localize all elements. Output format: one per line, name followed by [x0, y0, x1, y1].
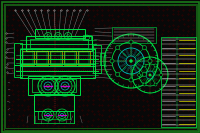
Circle shape — [149, 74, 151, 76]
Circle shape — [116, 46, 120, 50]
Circle shape — [110, 59, 114, 63]
Circle shape — [142, 72, 146, 76]
Circle shape — [138, 74, 140, 76]
Circle shape — [154, 64, 157, 67]
Circle shape — [143, 64, 146, 67]
Circle shape — [129, 40, 133, 44]
Circle shape — [130, 59, 132, 63]
Circle shape — [143, 83, 146, 86]
Circle shape — [154, 83, 157, 86]
Circle shape — [142, 46, 146, 50]
Circle shape — [160, 74, 162, 76]
Circle shape — [148, 59, 152, 63]
Circle shape — [116, 72, 120, 76]
Circle shape — [129, 78, 133, 82]
